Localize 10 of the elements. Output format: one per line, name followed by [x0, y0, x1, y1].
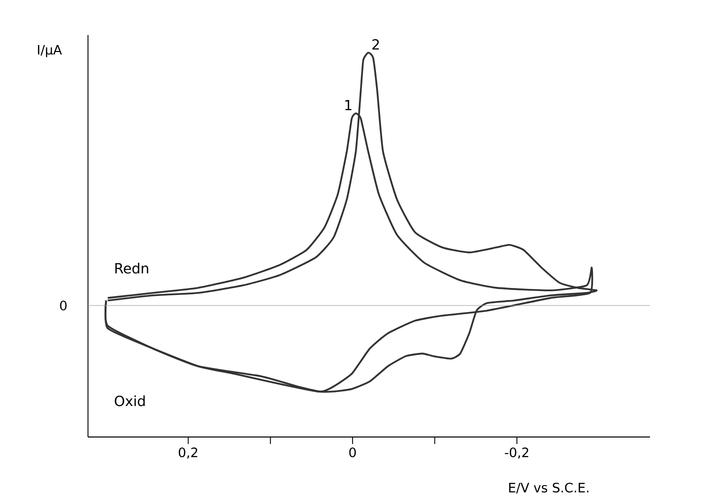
text: Oxid: [114, 395, 145, 406]
ref-line-label: 0: [60, 300, 67, 310]
x-tick-label: 0: [349, 448, 356, 458]
annotation: Redn: [115, 262, 148, 274]
y-axis-title: I/µA: [38, 45, 62, 58]
series-label: 2: [372, 39, 379, 50]
x-tick-label: 0,2: [178, 448, 198, 459]
x-tick-label: -0,2: [504, 448, 528, 459]
x-axis-title: E/V vs S.C.E.: [509, 482, 588, 494]
series-label: 1: [345, 100, 352, 110]
